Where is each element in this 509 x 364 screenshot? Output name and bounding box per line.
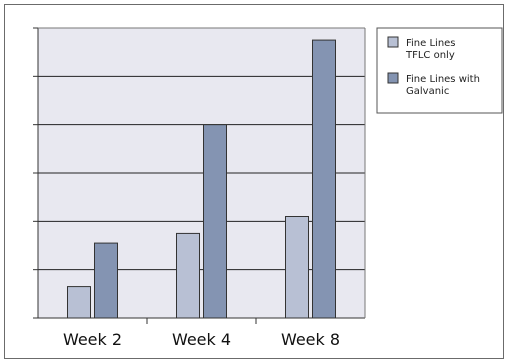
bar-week-2-series-2	[94, 242, 118, 319]
bar-week-4-series-1	[176, 232, 200, 319]
x-tick-label: Week 2	[63, 330, 122, 349]
bar-week-4-series-2	[203, 124, 227, 319]
legend-swatch	[387, 36, 399, 48]
gridlines	[38, 75, 365, 271]
legend-label: Fine Lines with	[406, 74, 480, 85]
bar-week-8-series-2	[312, 39, 336, 319]
bar-week-2-series-1	[67, 286, 91, 319]
bars	[67, 39, 336, 319]
axes: Week 2 Week 4 Week 8	[33, 27, 366, 349]
legend-label: Fine Lines	[406, 38, 456, 49]
x-tick-label: Week 4	[172, 330, 231, 349]
bar-week-8-series-1	[285, 216, 309, 319]
legend-label: TFLC only	[405, 50, 455, 61]
x-tick-label: Week 8	[281, 330, 340, 349]
legend-swatch	[387, 72, 399, 84]
legend-label: Galvanic	[406, 86, 449, 97]
